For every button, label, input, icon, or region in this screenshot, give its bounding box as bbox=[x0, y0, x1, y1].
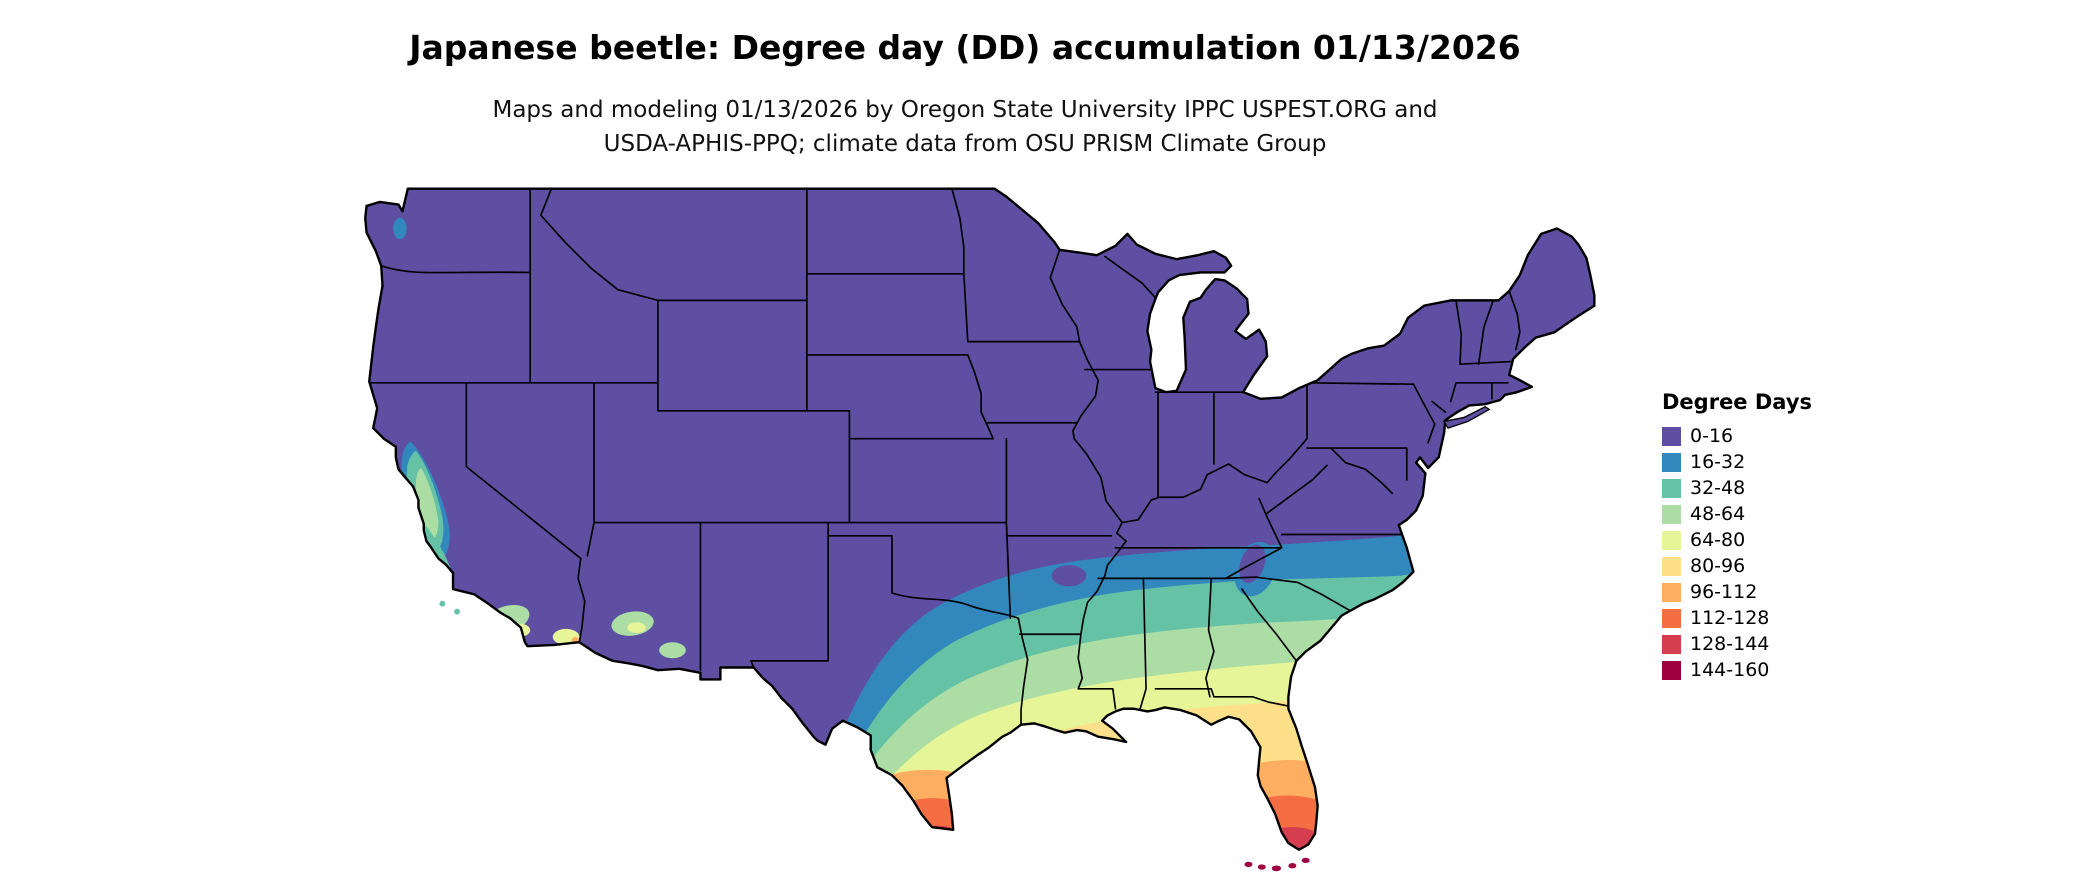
page-title: Japanese beetle: Degree day (DD) accumul… bbox=[409, 28, 1521, 67]
legend-swatch-48-64 bbox=[1662, 504, 1681, 524]
texas-zone-112-128 bbox=[889, 798, 972, 850]
legend-swatch-64-80 bbox=[1662, 530, 1681, 550]
legend-item: 112-128 bbox=[1662, 605, 1812, 631]
legend-item: 144-160 bbox=[1662, 657, 1812, 683]
legend-label: 16-32 bbox=[1690, 451, 1746, 473]
legend-item: 128-144 bbox=[1662, 631, 1812, 657]
florida-zone-128-144 bbox=[1267, 827, 1315, 850]
degree-day-raster bbox=[365, 188, 1595, 850]
legend-swatch-32-48 bbox=[1662, 478, 1681, 498]
legend-label: 48-64 bbox=[1690, 503, 1746, 525]
california-valley-core bbox=[415, 467, 439, 540]
legend-item: 0-16 bbox=[1662, 423, 1812, 449]
legend-swatch-144-160 bbox=[1662, 660, 1681, 680]
legend-label: 0-16 bbox=[1690, 425, 1734, 447]
legend-item: 96-112 bbox=[1662, 579, 1812, 605]
state-borders bbox=[368, 188, 1521, 726]
legend-title: Degree Days bbox=[1662, 390, 1813, 414]
puget-pocket bbox=[393, 217, 407, 240]
phoenix-pocket bbox=[627, 622, 646, 633]
header: Japanese beetle: Degree day (DD) accumul… bbox=[0, 0, 1930, 161]
subtitle-line-2: USDA-APHIS-PPQ; climate data from OSU PR… bbox=[603, 131, 1327, 158]
legend-label: 96-112 bbox=[1690, 581, 1758, 603]
channel-island-dot bbox=[439, 600, 446, 607]
legend-label: 128-144 bbox=[1690, 633, 1770, 655]
texas-zone-96-112 bbox=[870, 769, 983, 850]
ozark-plateau-cool bbox=[1051, 565, 1087, 587]
channel-island-dot bbox=[454, 608, 460, 615]
legend-label: 112-128 bbox=[1690, 607, 1770, 629]
legend-swatch-112-128 bbox=[1662, 608, 1681, 628]
legend-label: 32-48 bbox=[1690, 477, 1746, 499]
long-island bbox=[1442, 406, 1491, 429]
legend-item: 32-48 bbox=[1662, 475, 1812, 501]
page-subtitle: Maps and modeling 01/13/2026 by Oregon S… bbox=[0, 93, 1930, 161]
legend-item: 64-80 bbox=[1662, 527, 1812, 553]
texas-zone-128-144 bbox=[915, 825, 959, 850]
arizona-se-pocket bbox=[659, 642, 686, 659]
legend: Degree Days 0-16 16-32 32-48 48-64 64-80… bbox=[1662, 390, 1812, 683]
us-degree-day-map bbox=[320, 178, 1597, 883]
legend-swatch-96-112 bbox=[1662, 582, 1681, 602]
legend-item: 16-32 bbox=[1662, 449, 1812, 475]
legend-item: 80-96 bbox=[1662, 553, 1812, 579]
florida-keys bbox=[1244, 857, 1310, 872]
us-map-svg bbox=[364, 187, 1596, 872]
legend-swatch-80-96 bbox=[1662, 556, 1681, 576]
us-outline bbox=[364, 187, 1596, 851]
legend-label: 144-160 bbox=[1690, 659, 1770, 681]
legend-swatch-16-32 bbox=[1662, 452, 1681, 472]
legend-label: 80-96 bbox=[1690, 555, 1746, 577]
legend-swatch-128-144 bbox=[1662, 634, 1681, 654]
legend-label: 64-80 bbox=[1690, 529, 1746, 551]
dd-band-0-16 bbox=[365, 188, 1595, 850]
legend-item: 48-64 bbox=[1662, 501, 1812, 527]
legend-swatch-0-16 bbox=[1662, 426, 1681, 446]
subtitle-line-1: Maps and modeling 01/13/2026 by Oregon S… bbox=[492, 97, 1438, 123]
